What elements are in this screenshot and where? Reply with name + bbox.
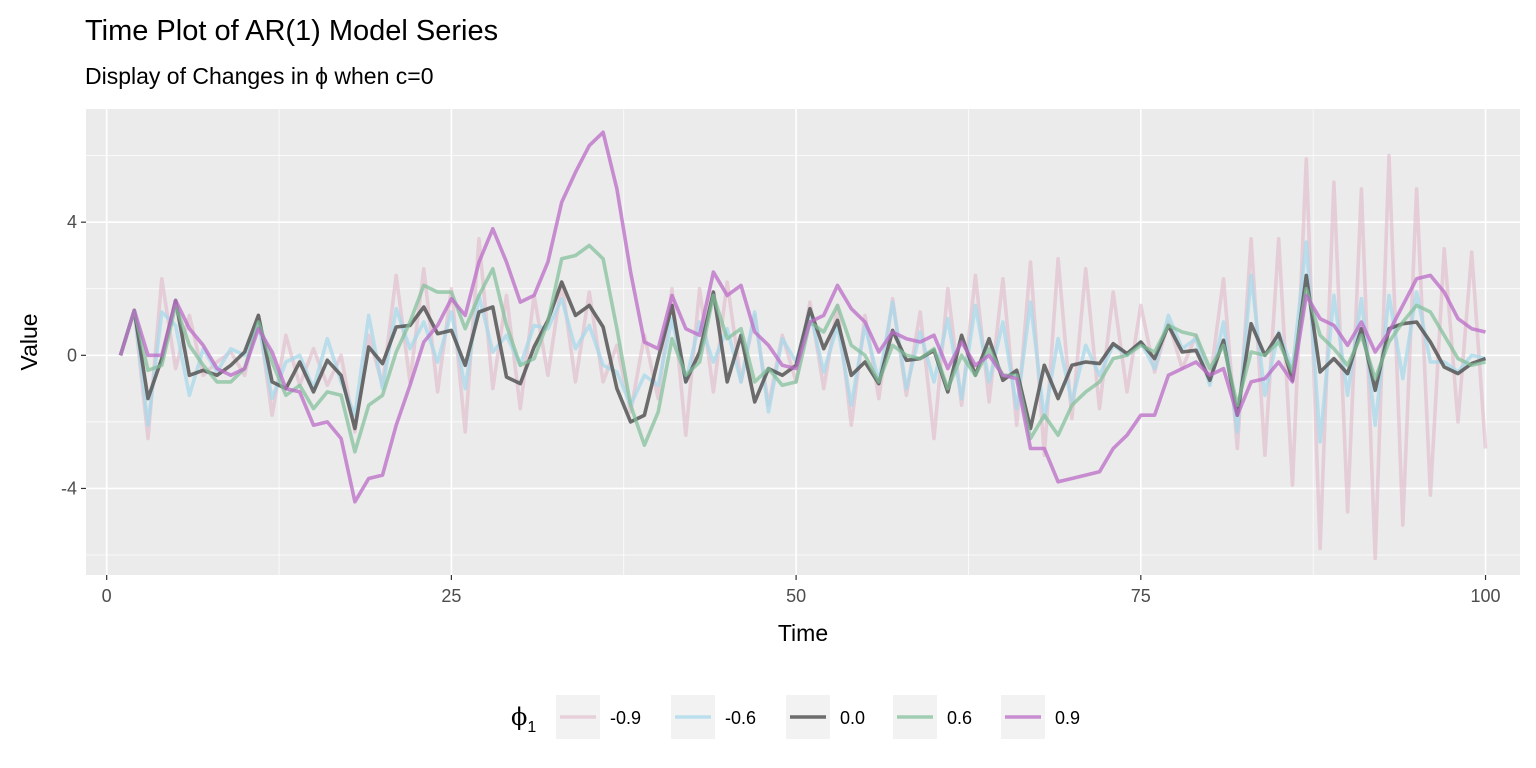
y-axis-title: Value bbox=[16, 313, 42, 370]
x-axis: 0 25 50 75 100 bbox=[102, 575, 1501, 606]
legend-item--0.9: -0.9 bbox=[556, 695, 641, 739]
y-tick-label: -4 bbox=[61, 478, 77, 498]
chart-title: Time Plot of AR(1) Model Series bbox=[85, 15, 498, 47]
legend-item-0.6: 0.6 bbox=[893, 695, 972, 739]
x-axis-title: Time bbox=[778, 620, 828, 646]
x-tick-label: 100 bbox=[1471, 586, 1501, 606]
series-line-0.0 bbox=[118, 273, 1487, 431]
chart-subtitle: Display of Changes in ϕ when c=0 bbox=[85, 63, 434, 89]
legend-label: 0.0 bbox=[840, 708, 865, 728]
legend-label: 0.9 bbox=[1055, 708, 1080, 728]
legend-item--0.6: -0.6 bbox=[671, 695, 756, 739]
series-lines bbox=[118, 130, 1488, 561]
legend-title: ϕ1 bbox=[511, 703, 536, 736]
legend-item-0.0: 0.0 bbox=[786, 695, 865, 739]
legend-title-subscript: 1 bbox=[527, 719, 536, 736]
y-axis: -4 0 4 bbox=[61, 212, 86, 498]
y-tick-label: 0 bbox=[67, 345, 77, 365]
legend-item-0.9: 0.9 bbox=[1001, 695, 1080, 739]
x-tick-label: 50 bbox=[786, 586, 806, 606]
legend-label: -0.6 bbox=[725, 708, 756, 728]
legend: ϕ1 -0.9 -0.6 0.0 0.6 0.9 bbox=[511, 695, 1080, 739]
legend-label: -0.9 bbox=[610, 708, 641, 728]
y-tick-label: 4 bbox=[67, 212, 77, 232]
x-tick-label: 0 bbox=[102, 586, 112, 606]
x-tick-label: 75 bbox=[1131, 586, 1151, 606]
x-tick-label: 25 bbox=[441, 586, 461, 606]
legend-items: -0.9 -0.6 0.0 0.6 0.9 bbox=[556, 695, 1080, 739]
series-line-0.9 bbox=[118, 130, 1486, 504]
legend-title-symbol: ϕ bbox=[511, 703, 527, 731]
series-line-0.6 bbox=[118, 243, 1486, 454]
legend-label: 0.6 bbox=[947, 708, 972, 728]
